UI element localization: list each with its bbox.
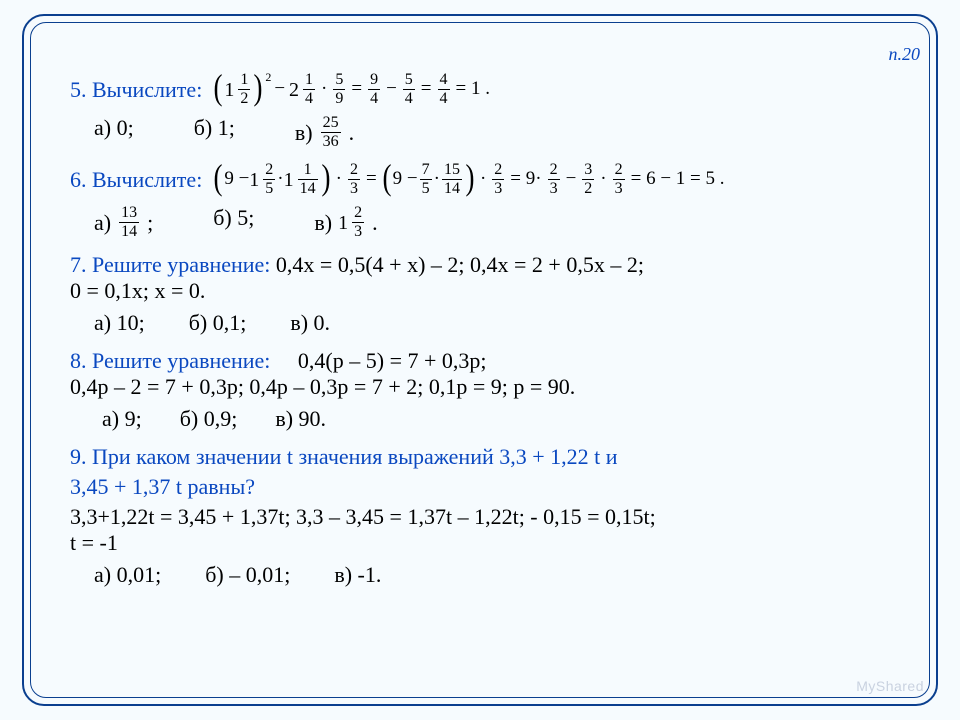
q8: 8. Решите уравнение: 0,4(p – 5) = 7 + 0,… bbox=[70, 348, 890, 374]
q6-expression: ( 9 − 1 25 · 1 114 ) · 23 = ( 9 − bbox=[212, 162, 724, 197]
q9-work-line1: 3,3+1,22t = 3,45 + 1,37t; 3,3 – 3,45 = 1… bbox=[70, 504, 890, 530]
q6-ans-b: б) 5; bbox=[213, 205, 254, 240]
q5-prompt: 5. Вычислите: bbox=[70, 77, 202, 103]
q5-ans-c: в) 2536 . bbox=[295, 115, 354, 150]
q6-prompt: 6. Вычислите: bbox=[70, 167, 202, 193]
q8-ans-b: б) 0,9; bbox=[180, 406, 238, 432]
q7-ans-b: б) 0,1; bbox=[189, 310, 247, 336]
page-label: п.20 bbox=[889, 44, 921, 65]
q7-ans-c: в) 0. bbox=[290, 310, 330, 336]
watermark: MyShared bbox=[856, 678, 924, 694]
q9-work-line2: t = -1 bbox=[70, 530, 890, 556]
q6-ans-a: а) 1314 ; bbox=[94, 205, 153, 240]
q6-answers: а) 1314 ; б) 5; в) 1 23 . bbox=[94, 205, 890, 240]
slide: п.20 5. Вычислите: ( 1 12 )2 − 2 14 · 59… bbox=[0, 0, 960, 720]
content: 5. Вычислите: ( 1 12 )2 − 2 14 · 59 = 94… bbox=[70, 72, 890, 587]
q7-work-line2: 0 = 0,1x; x = 0. bbox=[70, 278, 890, 304]
q9-prompt-line2: 3,45 + 1,37 t равны? bbox=[70, 474, 890, 500]
q5: 5. Вычислите: ( 1 12 )2 − 2 14 · 59 = 94… bbox=[70, 72, 890, 107]
q5-ans-b: б) 1; bbox=[194, 115, 235, 150]
q9-ans-a: а) 0,01; bbox=[94, 562, 161, 588]
q5-answers: а) 0; б) 1; в) 2536 . bbox=[94, 115, 890, 150]
q8-work: 0,4p – 2 = 7 + 0,3p; 0,4p – 0,3p = 7 + 2… bbox=[70, 374, 890, 400]
q7: 7. Решите уравнение: 0,4x = 0,5(4 + x) –… bbox=[70, 252, 890, 278]
q9-ans-c: в) -1. bbox=[334, 562, 381, 588]
q9-ans-b: б) – 0,01; bbox=[205, 562, 290, 588]
q8-given: 0,4(p – 5) = 7 + 0,3p; bbox=[298, 348, 487, 373]
q9: 9. При каком значении t значения выражен… bbox=[70, 444, 890, 470]
q8-ans-c: в) 90. bbox=[275, 406, 326, 432]
q9-prompt-line1: 9. При каком значении t значения выражен… bbox=[70, 444, 618, 469]
q8-answers: а) 9; б) 0,9; в) 90. bbox=[102, 406, 890, 432]
q5-ans-a: а) 0; bbox=[94, 115, 134, 150]
q7-prompt: 7. Решите уравнение: bbox=[70, 252, 270, 277]
q6: 6. Вычислите: ( 9 − 1 25 · 1 114 ) · 23 … bbox=[70, 162, 890, 197]
q8-ans-a: а) 9; bbox=[102, 406, 142, 432]
q6-ans-c: в) 1 23 . bbox=[314, 205, 377, 240]
q9-answers: а) 0,01; б) – 0,01; в) -1. bbox=[94, 562, 890, 588]
q5-expression: ( 1 12 )2 − 2 14 · 59 = 94 − 54 = 44 = 1 bbox=[212, 72, 490, 107]
q7-ans-a: а) 10; bbox=[94, 310, 145, 336]
q7-answers: а) 10; б) 0,1; в) 0. bbox=[94, 310, 890, 336]
q7-work-line1: 0,4x = 0,5(4 + x) – 2; 0,4x = 2 + 0,5x –… bbox=[276, 252, 644, 277]
q8-prompt: 8. Решите уравнение: bbox=[70, 348, 270, 373]
